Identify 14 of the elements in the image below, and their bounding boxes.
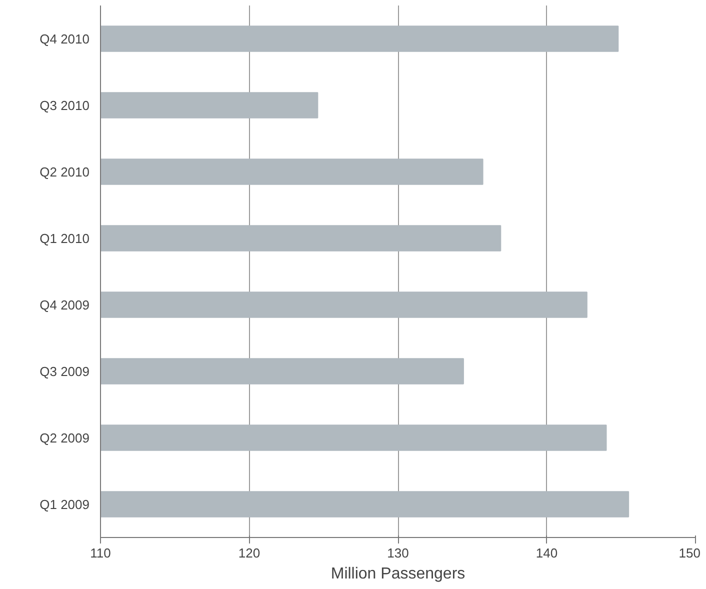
y-tick-label: Q4 2010 xyxy=(40,31,90,46)
y-tick-label: Q4 2009 xyxy=(40,297,90,312)
x-tick-label: 120 xyxy=(238,546,260,560)
y-tick-label: Q3 2010 xyxy=(40,98,90,113)
x-tick-label: 150 xyxy=(678,546,701,560)
x-tick-label: 130 xyxy=(387,546,409,560)
x-axis-title: Million Passengers xyxy=(330,566,466,582)
y-tick-label: Q1 2009 xyxy=(40,496,90,512)
x-tick-label: 110 xyxy=(90,546,111,560)
y-tick-label: Q1 2010 xyxy=(40,230,90,246)
y-tick-label: Q3 2009 xyxy=(40,364,90,379)
y-tick-label: Q2 2010 xyxy=(40,164,90,180)
y-tick-label: Q2 2009 xyxy=(40,430,90,446)
x-tick-label: 140 xyxy=(536,546,558,560)
